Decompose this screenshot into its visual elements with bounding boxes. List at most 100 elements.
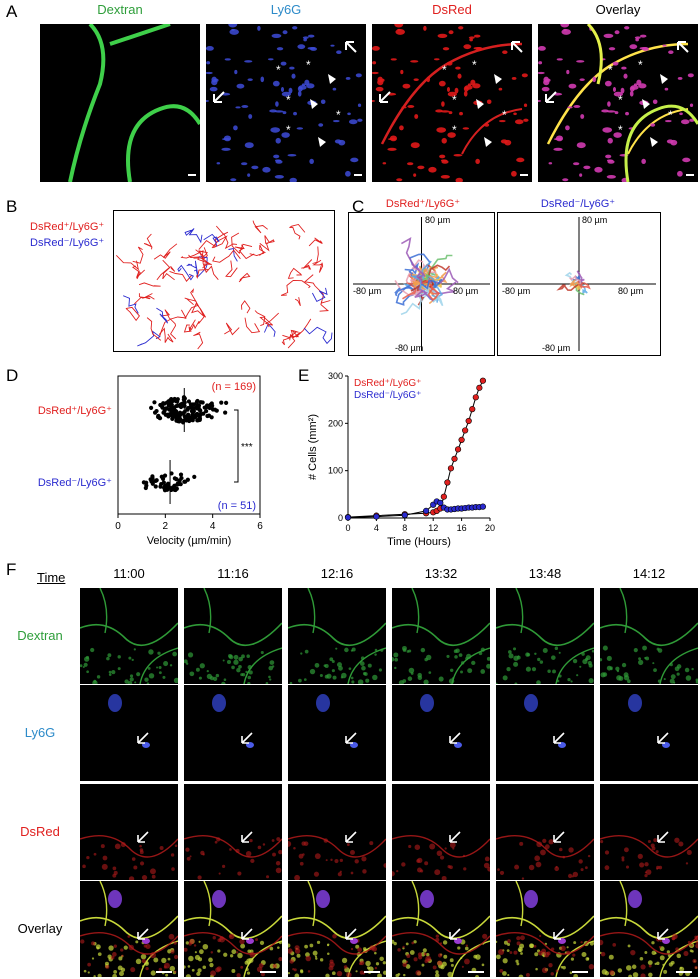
data-point bbox=[159, 481, 164, 487]
track-line bbox=[159, 309, 187, 337]
arrow-marker bbox=[553, 928, 565, 940]
trajectory bbox=[556, 283, 580, 292]
timelapse-frame bbox=[600, 881, 698, 977]
data-point bbox=[177, 403, 182, 408]
rose-neg-bottom: -80 µm bbox=[542, 343, 571, 353]
time-label: 12:16 bbox=[320, 566, 354, 581]
panel-a-label-overlay: Overlay bbox=[595, 2, 641, 17]
timelapse-frame bbox=[80, 881, 178, 977]
track-line bbox=[244, 317, 261, 334]
x-tick-label: 16 bbox=[457, 523, 467, 533]
data-point bbox=[175, 481, 181, 486]
data-point bbox=[451, 455, 458, 462]
track-line bbox=[231, 232, 253, 254]
trajectory bbox=[411, 263, 426, 285]
track-line bbox=[146, 317, 162, 341]
svg-text:*: * bbox=[472, 58, 477, 72]
x-tick-label: 0 bbox=[345, 523, 350, 533]
timelapse-frame bbox=[288, 685, 386, 781]
timelapse-frame bbox=[496, 588, 594, 684]
arrow-marker bbox=[657, 831, 669, 843]
track-line bbox=[252, 220, 268, 234]
data-point bbox=[166, 481, 171, 486]
data-point bbox=[152, 400, 157, 405]
timelapse-frame bbox=[496, 784, 594, 880]
panel-label-e: E bbox=[298, 366, 310, 385]
timelapse-frame bbox=[496, 685, 594, 781]
significance-stars: *** bbox=[241, 442, 253, 453]
trajectory bbox=[568, 274, 582, 285]
track-plot-svg bbox=[115, 220, 333, 350]
timelapse-frame bbox=[496, 881, 594, 977]
x-axis-label: Time (Hours) bbox=[387, 536, 451, 548]
panel-label-b: B bbox=[6, 197, 18, 216]
timelapse-frame bbox=[184, 881, 282, 977]
track-line bbox=[289, 223, 306, 240]
track-line bbox=[156, 307, 169, 324]
data-point bbox=[158, 402, 163, 408]
timelapse-frame bbox=[288, 784, 386, 880]
track-line bbox=[238, 272, 251, 283]
svg-text:*: * bbox=[306, 58, 311, 72]
track-line bbox=[254, 310, 266, 327]
data-point bbox=[437, 499, 444, 506]
data-point bbox=[167, 412, 172, 417]
track-line bbox=[125, 306, 140, 322]
x-tick-label: 4 bbox=[210, 521, 216, 532]
rose-plot-neg: 80 µm -80 µm -80 µm 80 µm bbox=[497, 212, 661, 356]
svg-text:*: * bbox=[608, 63, 613, 77]
x-tick-label: 6 bbox=[257, 521, 263, 532]
data-point bbox=[183, 415, 188, 421]
track-line bbox=[184, 288, 197, 306]
data-point bbox=[178, 417, 183, 422]
data-point bbox=[141, 480, 146, 485]
panel-a-label-dsred: DsRed bbox=[432, 2, 472, 17]
trajectory bbox=[578, 282, 591, 290]
timelapse-frame bbox=[80, 588, 178, 684]
track-line bbox=[290, 329, 300, 338]
track-line bbox=[312, 246, 319, 264]
track-line bbox=[132, 246, 144, 264]
track-line bbox=[303, 326, 333, 345]
data-point bbox=[206, 413, 212, 418]
arrow-marker bbox=[449, 831, 461, 843]
arrow-marker bbox=[553, 831, 565, 843]
time-label: 13:32 bbox=[424, 566, 458, 581]
data-point bbox=[462, 427, 469, 434]
arrow-marker bbox=[241, 732, 253, 744]
panel-label-d: D bbox=[6, 366, 19, 385]
track-line bbox=[115, 254, 140, 271]
rose-title-pos: DsRed⁺/Ly6G⁺ bbox=[385, 198, 461, 210]
legend-dsred-pos: DsRed⁺/Ly6G⁺ bbox=[30, 221, 105, 233]
track-line bbox=[195, 269, 209, 279]
timelapse-frame bbox=[184, 784, 282, 880]
rose-plot-neg-svg bbox=[502, 217, 656, 351]
trajectory bbox=[409, 259, 424, 285]
data-point bbox=[224, 400, 229, 405]
track-line bbox=[263, 322, 276, 337]
row-label-dextran: Dextran bbox=[17, 628, 63, 643]
track-line bbox=[153, 243, 178, 260]
timelapse-frame bbox=[392, 881, 490, 977]
track-line bbox=[259, 312, 280, 328]
data-point bbox=[160, 476, 166, 481]
svg-text:*: * bbox=[618, 123, 623, 137]
arrow-marker bbox=[657, 928, 669, 940]
data-point bbox=[156, 414, 161, 420]
track-line bbox=[280, 279, 311, 296]
svg-text:*: * bbox=[336, 108, 341, 122]
data-point bbox=[223, 410, 228, 415]
trajectory bbox=[394, 283, 422, 297]
trajectory bbox=[421, 278, 443, 290]
data-point bbox=[444, 479, 451, 486]
track-line bbox=[131, 265, 146, 280]
y-axis-label: # Cells (mm²) bbox=[307, 414, 319, 480]
legend-entry: DsRed⁺/Ly6G⁺ bbox=[354, 378, 421, 389]
data-point bbox=[173, 408, 178, 414]
data-point bbox=[154, 408, 159, 414]
track-line bbox=[186, 260, 199, 275]
timelapse-frame bbox=[392, 588, 490, 684]
x-tick-label: 2 bbox=[163, 521, 169, 532]
arrow-marker bbox=[449, 928, 461, 940]
y-tick-label: 0 bbox=[338, 513, 343, 523]
